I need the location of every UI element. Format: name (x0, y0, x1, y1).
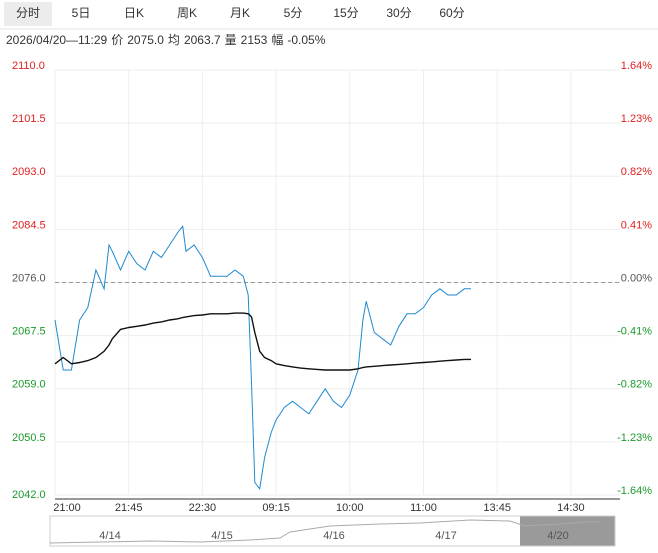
y2-tick-label: -0.82% (617, 379, 652, 391)
y-tick-label: 2101.5 (12, 113, 46, 125)
y-tick-label: 2110.0 (12, 60, 45, 72)
tab[interactable]: 5日 (72, 6, 91, 20)
info-time: 2026/04/20—11:29 (6, 33, 108, 47)
x-tick-label: 13:45 (483, 502, 511, 514)
x-tick-label: 11:00 (410, 502, 437, 514)
y2-tick-label: -1.23% (617, 432, 652, 444)
navigator-date: 4/17 (435, 530, 456, 542)
info-avg: 2063.7 (184, 33, 221, 47)
info-chg: -0.05% (287, 33, 325, 47)
y-tick-label: 2076.0 (12, 272, 46, 284)
y2-tick-label: -0.41% (617, 326, 652, 338)
y-tick-label: 2093.0 (12, 166, 46, 178)
navigator-date: 4/15 (211, 530, 232, 542)
y2-tick-label: 0.41% (621, 219, 652, 231)
tab[interactable]: 分时 (16, 6, 40, 20)
tab[interactable]: 5分 (284, 6, 303, 20)
y2-tick-label: 0.82% (621, 166, 652, 178)
info-avg-label: 均 (168, 33, 180, 47)
x-tick-label: 21:00 (53, 502, 81, 514)
info-vol: 2153 (241, 33, 268, 47)
info-vol-label: 量 (225, 33, 237, 47)
info-price-label: 价 (111, 33, 123, 47)
y2-tick-label: 1.64% (621, 60, 652, 72)
y2-tick-label: -1.64% (617, 485, 652, 497)
navigator-date: 4/20 (547, 530, 568, 542)
tab[interactable]: 60分 (439, 6, 464, 20)
navigator-line (49, 519, 600, 544)
info-price: 2075.0 (127, 33, 164, 47)
y-tick-label: 2050.5 (12, 432, 46, 444)
x-tick-label: 09:15 (262, 502, 290, 514)
tab[interactable]: 30分 (386, 6, 411, 20)
navigator-frame (49, 515, 616, 547)
tab[interactable]: 周K (177, 6, 197, 20)
series-line (54, 312, 471, 371)
navigator-selection[interactable] (520, 516, 615, 546)
navigator-date: 4/14 (99, 530, 120, 542)
y-tick-label: 2059.0 (12, 379, 46, 391)
y-tick-label: 2042.0 (12, 489, 46, 501)
y2-tick-label: 1.23% (621, 113, 652, 125)
tab[interactable]: 15分 (333, 6, 358, 20)
x-tick-label: 22:30 (189, 502, 217, 514)
tab[interactable]: 月K (230, 6, 250, 20)
series-line (54, 225, 471, 491)
y-tick-label: 2084.5 (12, 219, 46, 231)
tab[interactable]: 日K (124, 6, 144, 20)
navigator-date: 4/16 (323, 530, 344, 542)
x-tick-label: 10:00 (336, 502, 364, 514)
x-tick-label: 14:30 (557, 502, 585, 514)
x-tick-label: 21:45 (115, 502, 143, 514)
info-chg-label: 幅 (271, 32, 283, 47)
tab-active-bg (4, 2, 52, 26)
y-tick-label: 2067.5 (12, 326, 46, 338)
y2-tick-label: 0.00% (621, 272, 652, 284)
